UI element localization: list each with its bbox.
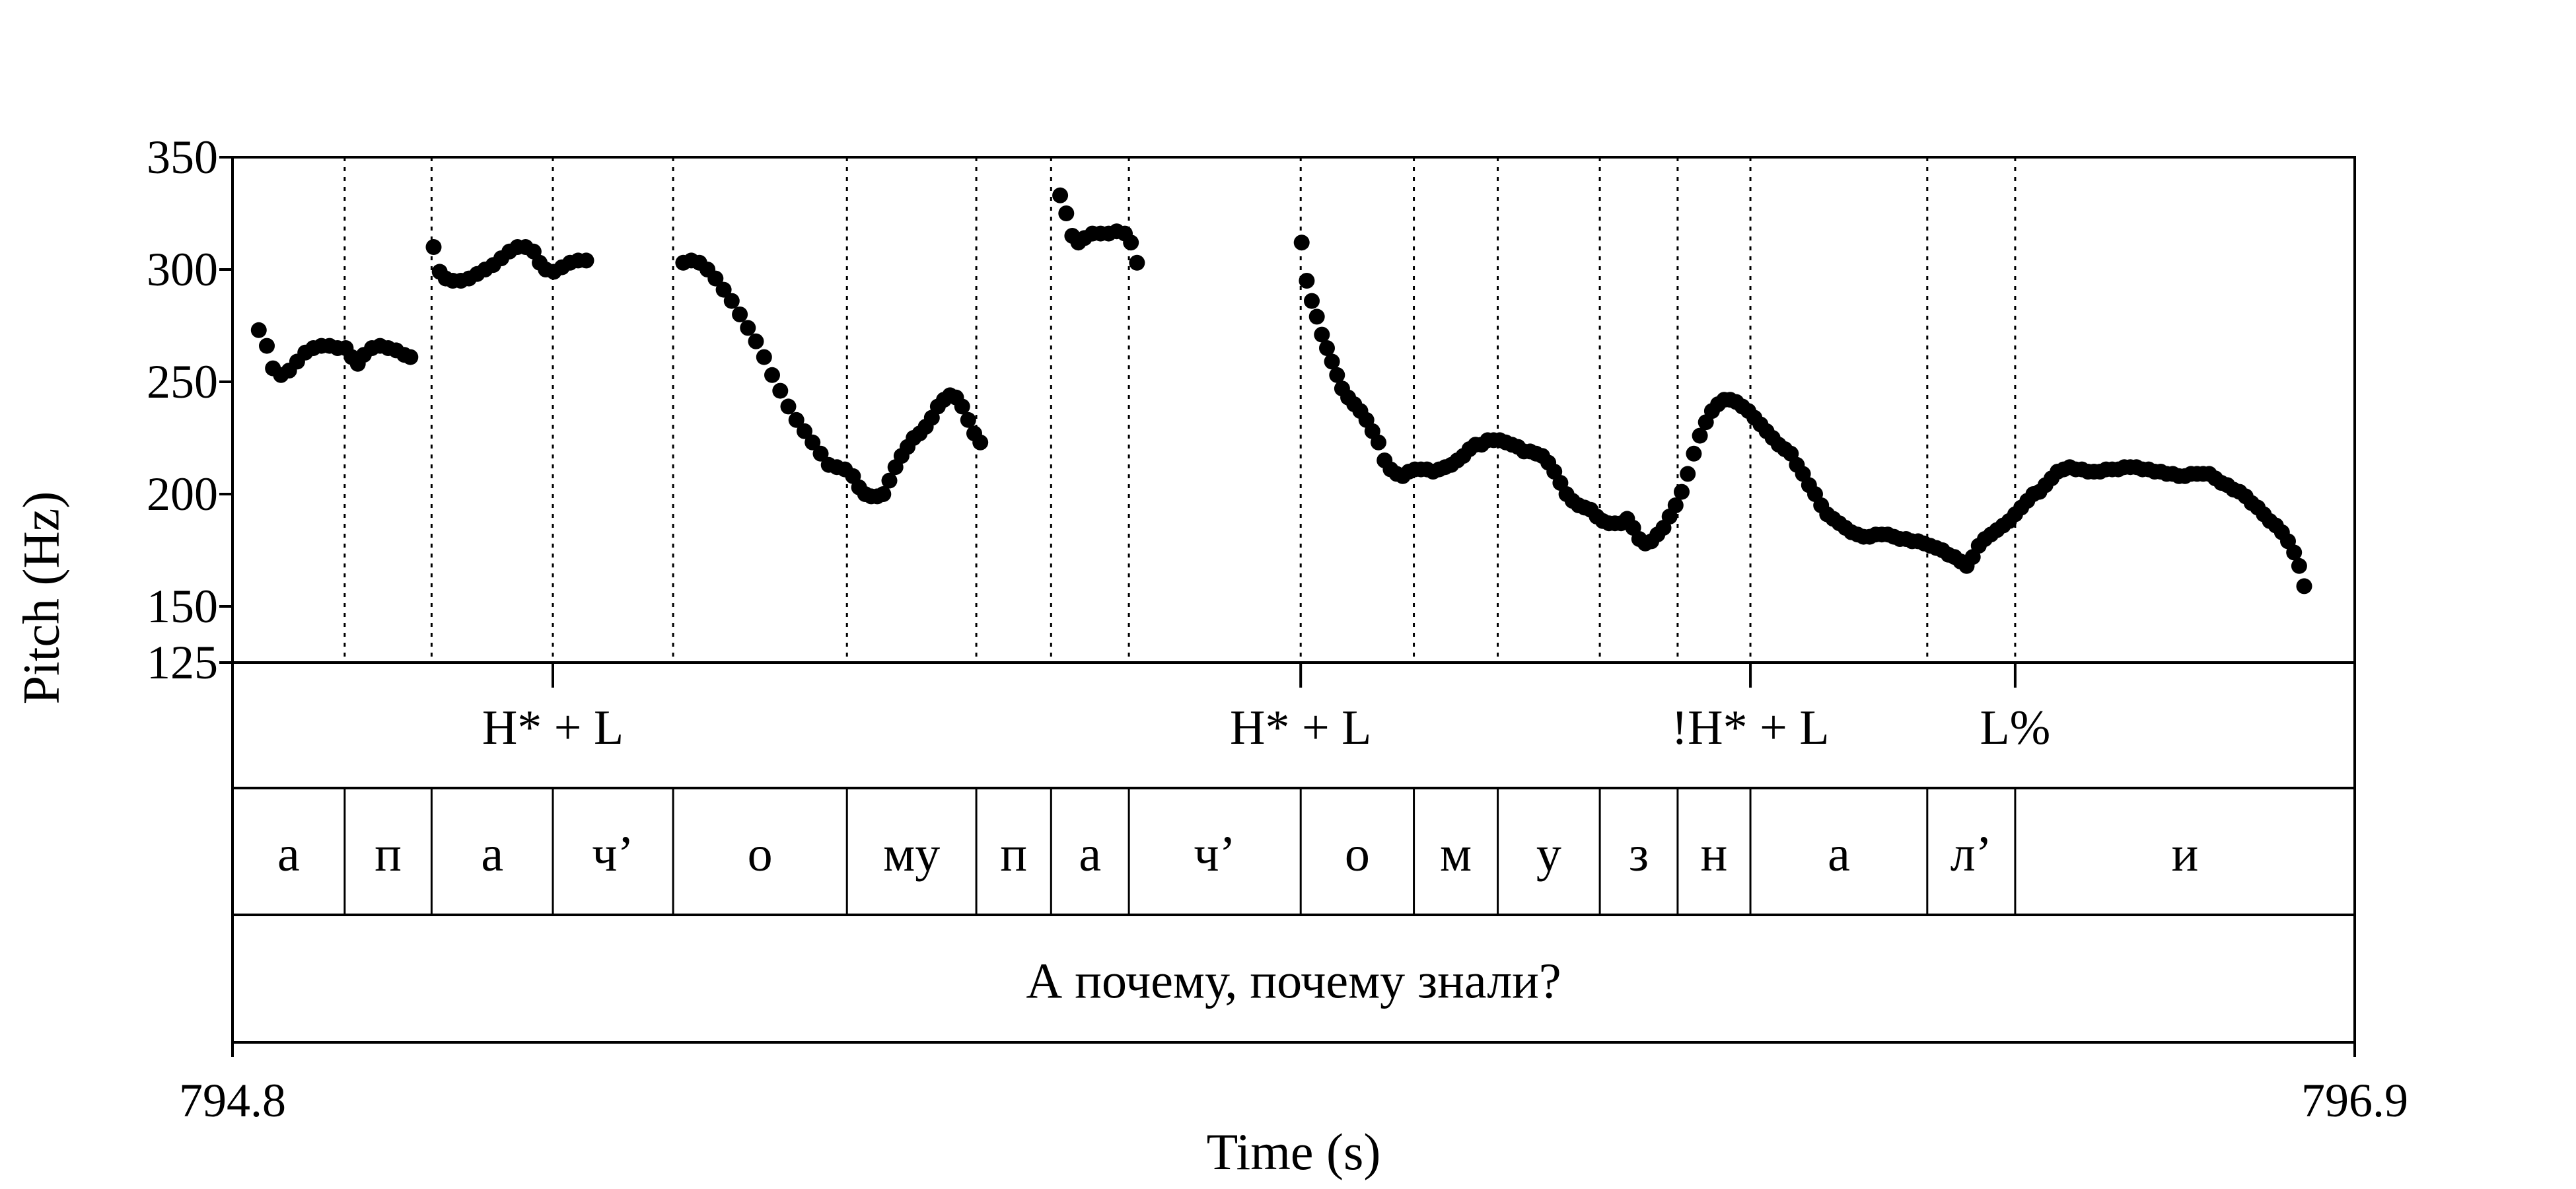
pitch-point [1319,340,1335,356]
x-axis-ticks: 794.8 796.9 [179,1042,2408,1127]
pitch-point [2291,558,2307,574]
y-tick-label: 350 [147,131,218,184]
pitch-point [972,434,989,450]
segment-label: н [1701,826,1728,882]
pitch-point [1329,367,1345,383]
pitch-point [707,270,724,287]
pitch-point [764,367,780,383]
pitch-point [797,423,812,439]
x-tick-label: 794.8 [179,1074,286,1127]
pitch-point [960,412,976,428]
tone-label: H* + L [1230,701,1371,755]
pitch-point [756,349,772,365]
pitch-point [1371,434,1386,450]
segment-label: и [2172,826,2199,882]
pitch-point [402,349,419,365]
pitch-point [1667,497,1684,513]
pitch-point [578,252,594,269]
pitch-point [740,320,756,336]
segment-label: му [883,826,940,882]
segment-label: п [375,826,402,882]
pitch-points [250,187,2312,594]
pitch-point [805,434,821,450]
segment-label: а [481,826,503,882]
y-axis-label: Pitch (Hz) [13,491,70,705]
x-axis-label: Time (s) [1207,1123,1381,1180]
pitch-point [1304,293,1320,309]
pitch-point [1299,273,1315,289]
tone-label: !H* + L [1672,701,1830,755]
sentence-tier-frame [231,914,2356,1044]
segment-label: з [1629,826,1649,882]
pitch-point [875,486,892,502]
y-tick-label: 250 [147,355,218,408]
segment-label: у [1536,826,1561,882]
x-tick-label: 796.9 [2301,1074,2408,1127]
pitch-point [2286,544,2303,561]
segment-label: а [1079,826,1101,882]
pitch-point [1052,187,1069,203]
segment-tier: а п а ч’ о му п а ч’ о м у з н а л’ и [277,826,2198,882]
pitch-point [954,398,970,415]
pitch-point [881,472,898,489]
pitch-point [812,445,829,462]
segment-label: о [1345,826,1370,882]
tier-boxes [231,156,2356,1044]
tone-tier: H* + L H* + L !H* + L L% [482,663,2050,755]
segment-label: а [1828,826,1850,882]
pitch-point [748,333,764,349]
pitch-point [1123,234,1139,251]
segment-label: ч’ [1194,826,1236,882]
pitch-point [732,306,748,322]
pitch-point [772,382,789,399]
pitch-point [1686,445,1702,462]
pitch-point [788,412,805,428]
y-tick-label: 125 [147,636,218,689]
y-tick-label: 200 [147,468,218,521]
pitch-point [2296,578,2312,594]
pitch-point [1293,234,1310,251]
pitch-point [723,293,740,309]
y-tick-label: 300 [147,243,218,296]
pitch-point [250,322,267,338]
pitch-point [715,281,732,298]
y-tick-label: 150 [147,580,218,633]
pitch-point [1129,254,1145,271]
pitch-point [1308,308,1325,325]
pitch-point [259,338,275,354]
pitch-point [780,398,797,415]
segment-boundaries [343,157,2017,915]
segment-label: а [277,826,300,882]
tone-label: L% [1980,701,2050,755]
sentence-label: А почему, почему знали? [1026,954,1561,1009]
pitch-point [1314,326,1330,343]
segment-label: п [1000,826,1027,882]
pitch-point [1324,353,1340,370]
segment-label: о [748,826,773,882]
segment-label: л’ [1950,826,1992,882]
pitch-point [1692,427,1708,444]
segment-label: м [1440,826,1472,882]
pitch-point [1680,466,1696,482]
segment-label: ч’ [592,826,634,882]
tone-label: H* + L [482,701,624,755]
pitch-point [425,239,442,255]
pitch-point [1058,205,1075,221]
pitch-point [1674,484,1690,500]
